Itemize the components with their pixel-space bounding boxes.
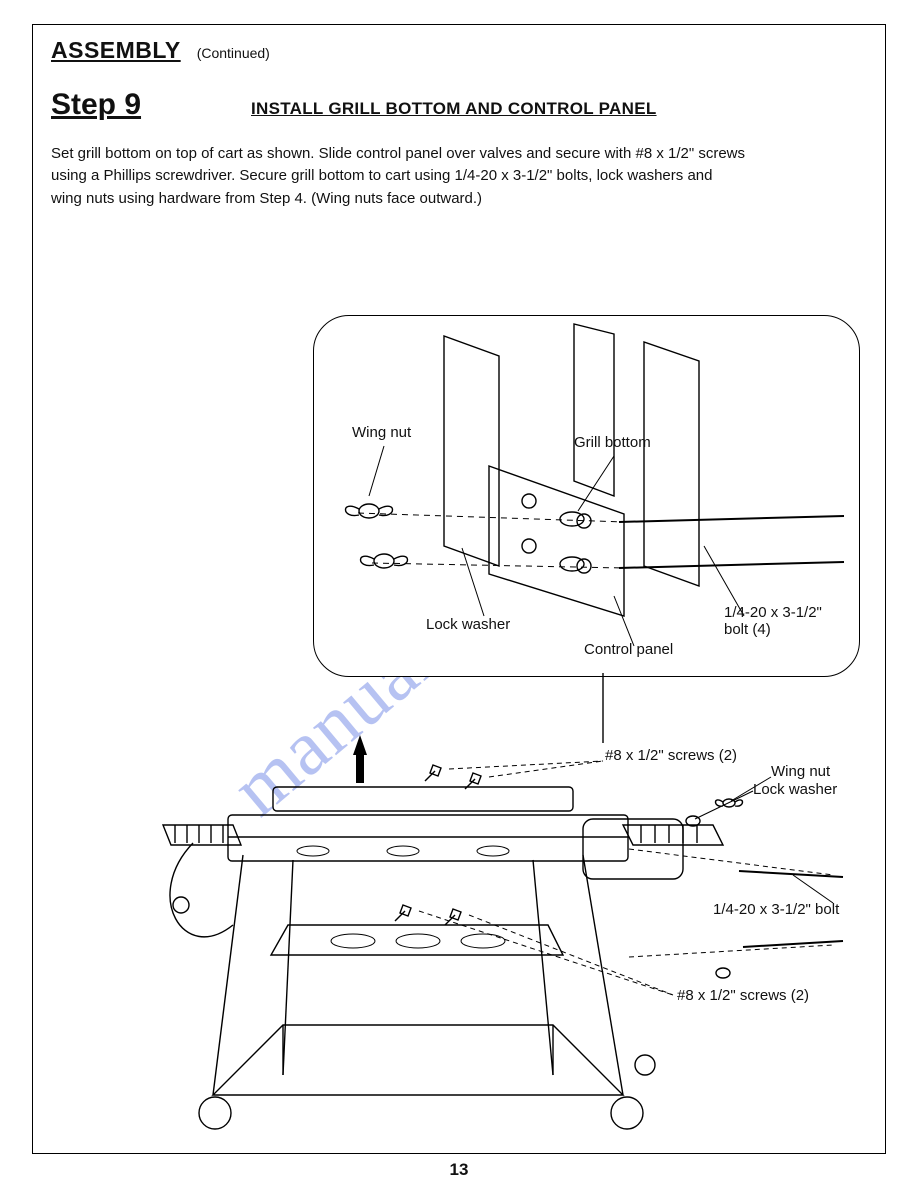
label-wing-nut: Wing nut: [771, 763, 830, 780]
label-control-panel: Control panel: [584, 641, 673, 658]
main-svg: [153, 725, 853, 1145]
label-screws-top: #8 x 1/2" screws (2): [605, 747, 737, 764]
title-main: ASSEMBLY: [51, 37, 181, 64]
page-root: manualshive.com ASSEMBLY (Continued) Ste…: [0, 0, 918, 1188]
label-screws-bottom: #8 x 1/2" screws (2): [677, 987, 809, 1004]
title-continued: (Continued): [197, 45, 270, 61]
header-row: ASSEMBLY (Continued): [51, 37, 867, 64]
page-number: 13: [450, 1160, 469, 1180]
instr-line: using a Phillips screwdriver. Secure gri…: [51, 166, 867, 186]
step-number: Step 9: [51, 88, 211, 122]
label-lock-washer: Lock washer: [426, 616, 510, 633]
step-row: Step 9 INSTALL GRILL BOTTOM AND CONTROL …: [51, 88, 867, 122]
label-wing-nut: Wing nut: [352, 424, 411, 441]
main-drawing: #8 x 1/2" screws (2) Lock washer Wing nu…: [153, 725, 853, 1125]
step-title: INSTALL GRILL BOTTOM AND CONTROL PANEL: [251, 99, 657, 119]
instr-line: Set grill bottom on top of cart as shown…: [51, 144, 867, 164]
content-frame: ASSEMBLY (Continued) Step 9 INSTALL GRIL…: [32, 24, 886, 1154]
label-bolt: 1/4-20 x 3-1/2" bolt (4): [724, 604, 822, 639]
detail-inset: Wing nut Grill bottom Lock washer Contro…: [313, 315, 860, 677]
instructions: Set grill bottom on top of cart as shown…: [51, 144, 867, 209]
label-lock-washer: Lock washer: [753, 781, 837, 798]
instr-line: wing nuts using hardware from Step 4. (W…: [51, 189, 867, 209]
label-grill-bottom: Grill bottom: [574, 434, 651, 451]
label-bolt-main: 1/4-20 x 3-1/2" bolt: [713, 901, 839, 918]
